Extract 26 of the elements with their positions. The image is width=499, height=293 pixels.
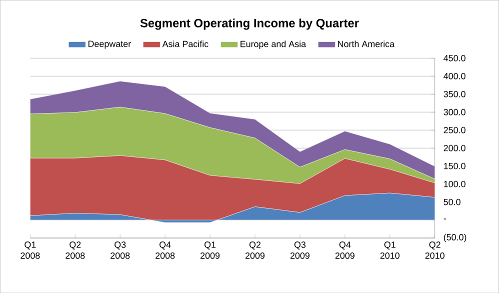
y-tick-label: 100.0	[444, 180, 466, 188]
y-tick-label: -	[444, 218, 446, 220]
y-tick-label: 450.0	[444, 54, 466, 62]
y-tick-label: 350.0	[444, 90, 466, 98]
x-tick-label: Q1 2008	[20, 241, 40, 259]
y-tick-label: 50.0	[444, 198, 460, 206]
x-tick-label: Q3 2008	[110, 241, 130, 259]
y-tick-label: 150.0	[444, 162, 466, 170]
chart-title: Segment Operating Income by Quarter	[140, 18, 359, 30]
x-tick-label: Q1 2010	[380, 241, 400, 259]
legend-label: Deepwater	[88, 40, 131, 49]
x-tick-label: Q1 2009	[200, 241, 220, 259]
legend-label: Asia Pacific	[162, 40, 208, 48]
y-tick-label: (50.0)	[444, 234, 466, 242]
x-tick-label: Q2 2010	[425, 241, 444, 259]
legend-label: North America	[338, 40, 395, 48]
y-tick-label: 300.0	[444, 108, 466, 116]
x-tick-label: Q4 2009	[335, 241, 354, 259]
y-tick-label: 200.0	[444, 144, 466, 152]
x-tick-label: Q3 2009	[290, 241, 310, 259]
y-tick-label: 250.0	[444, 126, 466, 134]
y-tick-label: 400.0	[444, 72, 466, 80]
legend-label: Europe and Asia	[240, 40, 306, 49]
x-tick-label: Q4 2008	[156, 241, 175, 259]
x-tick-label: Q2 2009	[245, 241, 265, 259]
x-tick-label: Q2 2008	[66, 241, 85, 259]
